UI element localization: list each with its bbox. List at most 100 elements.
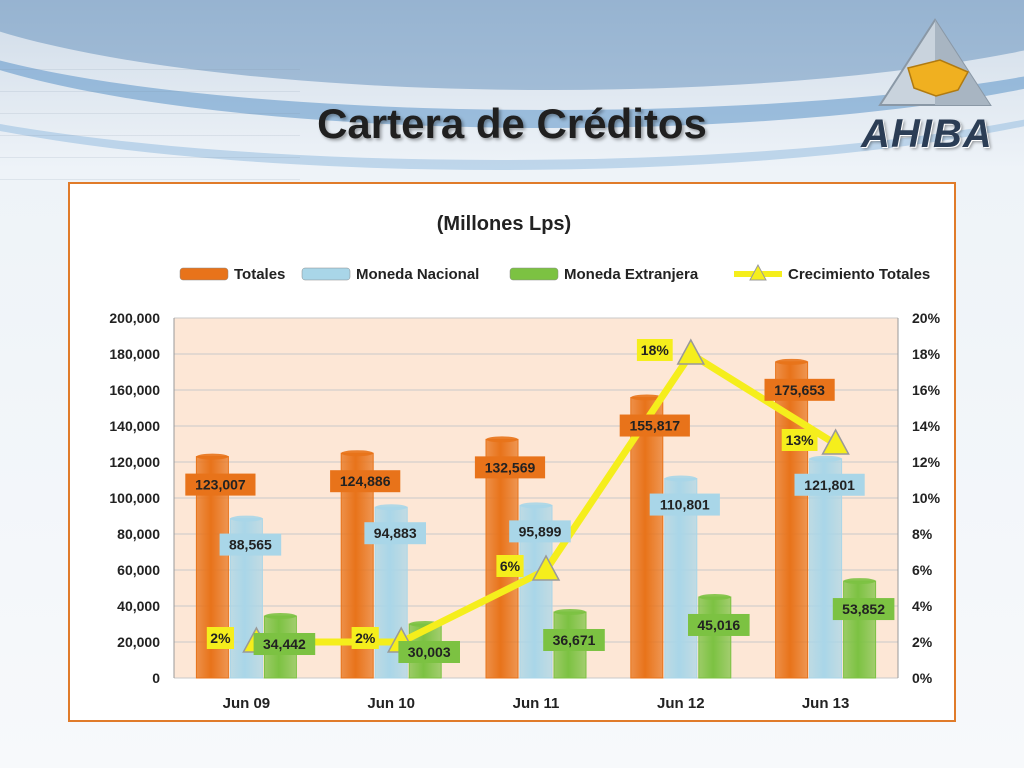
y-tick-label: 40,000	[117, 598, 160, 614]
y-tick-label: 160,000	[109, 382, 160, 398]
x-axis: Jun 09 Jun 10 Jun 11 Jun 12 Jun 13	[223, 695, 850, 712]
data-label: 132,569	[485, 459, 536, 475]
data-label: 124,886	[340, 473, 391, 489]
y2-tick-label: 12%	[912, 454, 941, 470]
bar-cap	[698, 593, 731, 600]
data-label: 95,899	[519, 523, 562, 539]
y-tick-label: 200,000	[109, 310, 160, 326]
x-tick-label: Jun 11	[513, 695, 560, 712]
bar-cap	[375, 504, 408, 511]
data-label-box	[649, 493, 720, 516]
data-label-box	[185, 473, 256, 496]
bar-cap	[843, 578, 876, 585]
data-label: 155,817	[629, 418, 680, 434]
slide-title: Cartera de Créditos	[317, 100, 707, 147]
y-tick-label: 180,000	[109, 346, 160, 362]
bar-cap	[664, 475, 697, 482]
legend-swatch	[179, 267, 229, 281]
y-tick-label: 120,000	[109, 454, 160, 470]
bar-cap	[341, 450, 374, 457]
y2-tick-label: 16%	[912, 382, 941, 398]
y2-tick-label: 18%	[912, 346, 941, 362]
data-label: 175,653	[774, 382, 825, 398]
y-tick-label: 80,000	[117, 526, 160, 542]
growth-label: 18%	[641, 342, 670, 358]
y2-tick-label: 0%	[912, 670, 933, 686]
y-axis-right: 0% 2% 4% 6% 8% 10% 12% 14% 16% 18% 20%	[912, 310, 941, 686]
data-label-box	[832, 598, 895, 621]
data-labels: 123,007 88,565 34,442 124,886 94,883 30,003 13…	[185, 339, 895, 663]
chart-panel: (Millones Lps) Totales Moneda Nacional Mon…	[68, 182, 956, 722]
bar-cap	[775, 358, 808, 365]
data-label-box	[219, 533, 282, 556]
logo-text: AHIBA	[861, 112, 993, 156]
data-label-box	[364, 522, 426, 545]
bar-moneda-extranjera	[698, 596, 732, 679]
data-label-box	[509, 520, 571, 543]
y2-tick-label: 8%	[912, 526, 933, 542]
growth-label-box	[496, 555, 524, 577]
growth-label: 6%	[500, 558, 521, 574]
data-label: 34,442	[263, 636, 306, 652]
y-tick-label: 140,000	[109, 418, 160, 434]
data-label: 121,801	[804, 477, 855, 493]
growth-label: 2%	[210, 630, 231, 646]
y-tick-label: 0	[152, 670, 160, 686]
y-tick-label: 20,000	[117, 634, 160, 650]
bar-cap	[809, 455, 842, 462]
chart-title: (Millones Lps)	[437, 213, 571, 235]
growth-marker	[676, 338, 706, 365]
data-label: 88,565	[229, 537, 272, 553]
y2-tick-label: 20%	[912, 310, 941, 326]
legend-label: Moneda Extranjera	[564, 266, 699, 283]
growth-label: 13%	[786, 432, 815, 448]
data-label-box	[764, 378, 835, 401]
data-label: 45,016	[697, 617, 740, 633]
legend: Totales Moneda Nacional Moneda Extranjera C…	[179, 263, 930, 283]
data-label: 110,801	[660, 497, 710, 513]
x-tick-label: Jun 12	[657, 695, 705, 712]
data-label: 30,003	[408, 644, 451, 660]
bar-cap	[630, 394, 663, 401]
data-label-box	[543, 628, 605, 651]
y-tick-label: 100,000	[109, 490, 160, 506]
y2-tick-label: 10%	[912, 490, 941, 506]
growth-label-box	[351, 627, 379, 649]
data-label-box	[688, 613, 750, 636]
legend-swatch	[509, 267, 559, 281]
data-label-box	[398, 640, 460, 663]
growth-label-box	[781, 429, 818, 451]
data-label-box	[474, 456, 546, 479]
legend-label: Moneda Nacional	[356, 266, 479, 283]
bar-cap	[230, 515, 263, 522]
growth-label-box	[206, 627, 234, 649]
growth-label-box	[636, 339, 673, 361]
data-label-box	[253, 633, 316, 656]
x-tick-label: Jun 09	[223, 695, 271, 712]
legend-label: Crecimiento Totales	[788, 266, 930, 283]
data-label: 123,007	[195, 477, 246, 493]
y2-tick-label: 4%	[912, 598, 933, 614]
growth-marker	[821, 428, 850, 455]
legend-marker	[749, 263, 767, 281]
data-label-box	[330, 470, 401, 493]
data-label: 53,852	[842, 601, 885, 617]
y-axis-left: 0 20,000 40,000 60,000 80,000 100,000 120,000 1…	[109, 310, 160, 686]
data-label: 36,671	[553, 632, 596, 648]
bar-cap	[520, 502, 552, 509]
x-tick-label: Jun 13	[802, 695, 850, 712]
chart: (Millones Lps) Totales Moneda Nacional Mon…	[109, 213, 941, 712]
y-tick-label: 60,000	[117, 562, 160, 578]
y2-tick-label: 2%	[912, 634, 933, 650]
bar-cap	[264, 613, 297, 620]
data-label-box	[619, 414, 690, 437]
legend-swatch	[301, 267, 351, 281]
x-tick-label: Jun 10	[367, 695, 415, 712]
legend-label: Totales	[234, 266, 285, 283]
growth-marker	[531, 554, 561, 581]
growth-label: 2%	[355, 630, 376, 646]
bar-totales	[630, 397, 664, 679]
ahiba-logo-icon	[878, 18, 992, 106]
bar-cap	[486, 436, 518, 443]
data-label-box	[794, 473, 865, 496]
